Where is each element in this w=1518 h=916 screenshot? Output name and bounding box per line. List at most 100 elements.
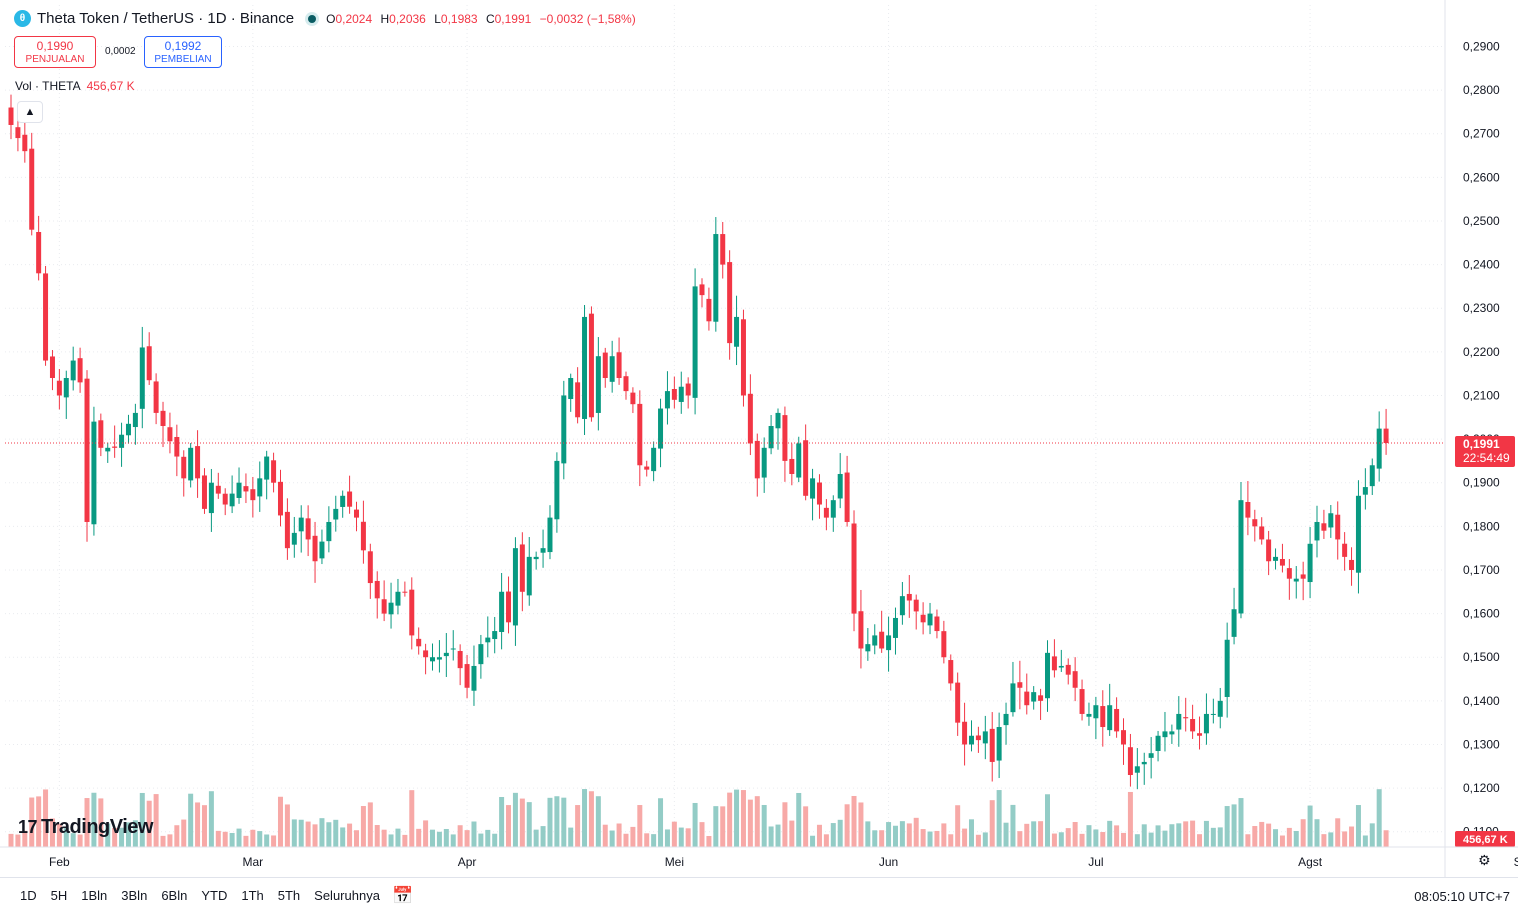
candle-body (91, 421, 97, 525)
timeframe-button-seluruhnya[interactable]: Seluruhnya (314, 888, 380, 903)
candle-body (803, 440, 809, 496)
candle-body (139, 347, 145, 409)
candle-body (685, 383, 691, 396)
calendar-goto-icon[interactable]: 📅 (392, 886, 414, 905)
volume-bar (872, 830, 878, 847)
candle-body (1134, 766, 1140, 773)
volume-bar (830, 823, 836, 847)
volume-bar (1252, 826, 1258, 847)
volume-bar (644, 833, 650, 847)
candle-body (1038, 695, 1044, 701)
candle-body (222, 493, 228, 505)
candle-body (775, 412, 781, 429)
price-tick-label: 0,2400 (1463, 258, 1500, 272)
candle-body (1079, 689, 1085, 714)
price-chart[interactable]: 0,2900 0,2800 0,2700 0,2600 0,2500 0,2400 0,23… (0, 0, 1518, 877)
candle-body (388, 602, 394, 615)
volume-bar (340, 827, 346, 847)
volume-bar (927, 831, 933, 847)
candle-body (982, 731, 988, 744)
candle-body (112, 446, 118, 448)
volume-bar (810, 835, 816, 847)
candle-body (1197, 733, 1203, 736)
clock-timezone[interactable]: 08:05:10 UTC+7 (1414, 889, 1510, 904)
volume-bar (243, 835, 249, 847)
candle-body (298, 517, 304, 532)
candle-body (1328, 513, 1334, 528)
candle-body (436, 657, 442, 660)
volume-bar (886, 822, 892, 847)
candle-body (886, 635, 892, 651)
volume-legend[interactable]: Vol · THETA 456,67 K (15, 79, 135, 93)
timeframe-button-5th[interactable]: 5Th (277, 888, 301, 903)
volume-bar (132, 820, 138, 847)
volume-bar (734, 789, 740, 847)
buy-button[interactable]: 0,1992 PEMBELIAN (144, 36, 222, 68)
candle-body (457, 651, 463, 669)
volume-bar (409, 790, 415, 847)
volume-bar (948, 834, 954, 847)
volume-bar (1369, 823, 1375, 847)
volume-bar (1328, 832, 1334, 847)
volume-bar (955, 805, 961, 847)
volume-bar (519, 798, 525, 847)
price-tick-label: 0,2800 (1463, 83, 1500, 97)
volume-bar (747, 799, 753, 847)
volume-bar (174, 825, 180, 847)
price-tick-label: 0,2900 (1463, 39, 1500, 53)
volume-bar (1321, 834, 1327, 847)
timeframe-button-1th[interactable]: 1Th (241, 888, 264, 903)
volume-bar (1107, 820, 1113, 847)
volume-bar (796, 792, 802, 847)
candle-body (989, 728, 995, 762)
volume-bar (1183, 821, 1189, 847)
volume-bar (1300, 819, 1306, 847)
candle-body (347, 491, 353, 507)
candle-body (333, 508, 339, 520)
volume-bar (664, 829, 670, 847)
candle-body (1176, 713, 1182, 730)
timeframe-button-3bln[interactable]: 3Bln (121, 888, 148, 903)
volume-bar (1079, 833, 1085, 847)
volume-bar (1114, 825, 1120, 847)
volume-bar (1038, 821, 1044, 847)
volume-bar (70, 833, 76, 847)
volume-bar (471, 821, 477, 847)
time-tick-label: Agst (1298, 855, 1323, 869)
timeframe-button-1bln[interactable]: 1Bln (81, 888, 108, 903)
symbol-title[interactable]: Theta Token / TetherUS · 1D · Binance (37, 10, 295, 27)
candle-body (1086, 713, 1092, 717)
volume-bar (1010, 804, 1016, 847)
candle-body (816, 482, 822, 505)
volume-bar (858, 802, 864, 847)
volume-bar (305, 821, 311, 847)
volume-bar (312, 824, 318, 847)
timeframe-button-1d[interactable]: 1D (20, 888, 37, 903)
volume-bar (782, 802, 788, 847)
candle-body (1300, 574, 1306, 579)
candle-body (8, 107, 14, 125)
candle-body (1162, 731, 1168, 738)
change-value: −0,0032 (−1,58%) (539, 11, 636, 26)
candle-body (1203, 713, 1209, 734)
candle-body (575, 382, 581, 418)
timeframe-button-6bln[interactable]: 6Bln (161, 888, 188, 903)
tradingview-logo[interactable]: 17 TradingView (18, 816, 153, 839)
settings-gear-icon[interactable]: ⚙ (1478, 852, 1491, 868)
collapse-chevron-up-icon[interactable]: ▲ (17, 101, 43, 123)
timeframe-button-5h[interactable]: 5H (50, 888, 68, 903)
volume-bar (575, 805, 581, 847)
candle-body (630, 392, 636, 405)
timeframe-button-ytd[interactable]: YTD (201, 888, 228, 903)
candle-body (692, 286, 698, 398)
candle-body (250, 489, 256, 501)
price-tick-label: 0,2600 (1463, 170, 1500, 184)
candle-body (1058, 665, 1064, 668)
volume-bar (15, 834, 21, 847)
logo-text: TradingView (41, 816, 153, 838)
volume-bar (1266, 823, 1272, 847)
candle-body (768, 426, 774, 449)
sell-button[interactable]: 0,1990 PENJUALAN (14, 36, 96, 68)
volume-bar (720, 806, 726, 847)
volume-bar (119, 827, 125, 847)
